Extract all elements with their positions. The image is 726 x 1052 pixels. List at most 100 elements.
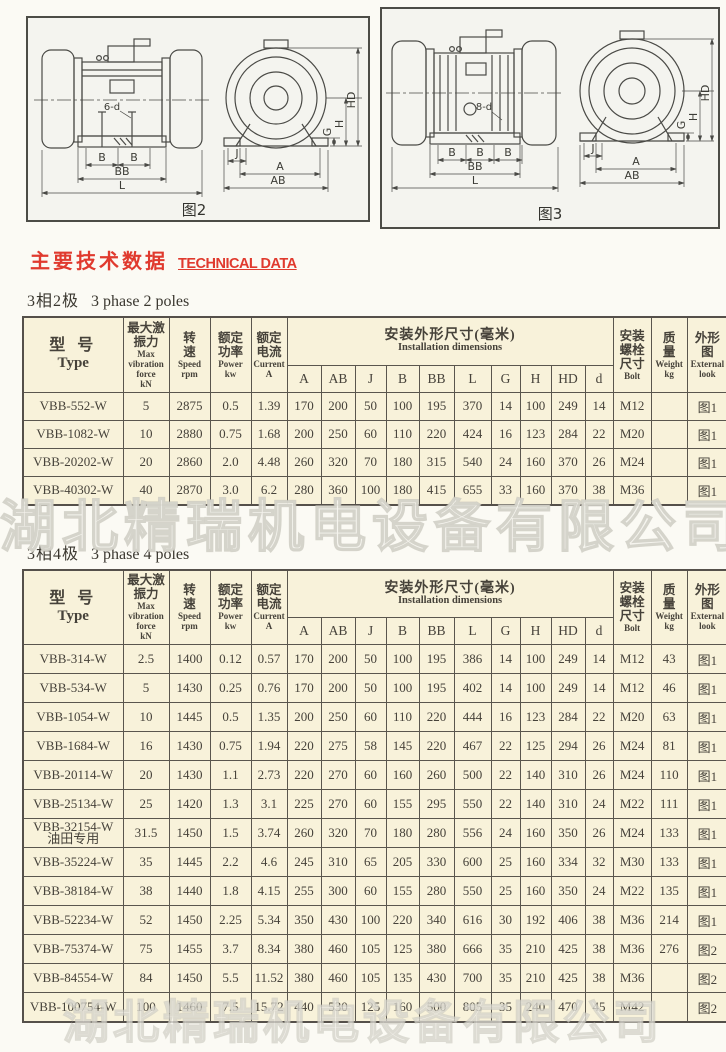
value-cell: 1.5 xyxy=(209,818,252,848)
value-cell: 300 xyxy=(320,876,356,906)
value-cell: 60 xyxy=(354,702,387,732)
value-cell: 100 xyxy=(385,673,420,703)
value-cell: 1.39 xyxy=(250,391,288,421)
col-header-type: 型 号 Type xyxy=(22,569,124,645)
value-cell: 260 xyxy=(418,760,455,790)
value-cell: 26 xyxy=(584,731,614,761)
value-cell: 700 xyxy=(453,963,492,993)
value-cell: 100 xyxy=(354,905,387,935)
value-cell: 370 xyxy=(453,391,492,421)
col-header-bolt: 安装 螺栓 尺寸 Bolt xyxy=(612,569,652,645)
value-cell: 60 xyxy=(354,760,387,790)
value-cell: 40 xyxy=(122,475,170,505)
table-row: VBB-1054-W 10 1445 0.5 1.35 200 250 60 110 220 444… xyxy=(22,702,726,732)
model-cell: VBB-1082-W xyxy=(22,419,124,449)
dim-col-header: G xyxy=(490,364,521,393)
value-cell: 63 xyxy=(650,702,688,732)
value-cell: 280 xyxy=(286,475,322,505)
value-cell: 图2 xyxy=(686,963,726,993)
value-cell: 1450 xyxy=(168,818,211,848)
value-cell: 386 xyxy=(453,644,492,674)
dim-col-header: HD xyxy=(550,364,586,393)
dim-col-header: L xyxy=(453,617,492,645)
value-cell: 5 xyxy=(122,391,170,421)
dim-col-header: L xyxy=(453,364,492,393)
value-cell: 38 xyxy=(584,475,614,505)
value-cell: 600 xyxy=(453,847,492,877)
value-cell: 350 xyxy=(286,905,322,935)
value-cell: 1.68 xyxy=(250,419,288,449)
dim-col-header: H xyxy=(519,617,552,645)
value-cell: 70 xyxy=(354,447,387,477)
value-cell: 81 xyxy=(650,731,688,761)
value-cell: 1.94 xyxy=(250,731,288,761)
value-cell: 310 xyxy=(550,789,586,819)
value-cell: 22 xyxy=(490,760,521,790)
dim-label-h: H xyxy=(687,113,700,121)
dim-col-header: G xyxy=(490,617,521,645)
value-cell: 1.8 xyxy=(209,876,252,906)
value-cell: 250 xyxy=(320,419,356,449)
value-cell: 0.76 xyxy=(250,673,288,703)
dim-col-header: BB xyxy=(418,364,455,393)
model-cell: VBB-32154-W 油田专用 xyxy=(22,818,124,848)
value-cell: 2.25 xyxy=(209,905,252,935)
value-cell: 260 xyxy=(286,447,322,477)
value-cell: 310 xyxy=(320,847,356,877)
value-cell: 133 xyxy=(650,818,688,848)
value-cell: 370 xyxy=(550,447,586,477)
dim-label-b: B xyxy=(98,151,106,164)
value-cell xyxy=(650,963,688,993)
value-cell: 123 xyxy=(519,419,552,449)
value-cell: 192 xyxy=(519,905,552,935)
figures-row: 6-d B B BB L xyxy=(0,0,726,229)
value-cell: 33 xyxy=(490,475,521,505)
value-cell: 125 xyxy=(519,731,552,761)
value-cell: 7.5 xyxy=(209,992,252,1023)
col-header-weight: 质 量 Weight kg xyxy=(650,316,688,393)
table-row: VBB-52234-W 52 1450 2.25 5.34 350 430 100 220 340… xyxy=(22,905,726,935)
value-cell: 35 xyxy=(122,847,170,877)
dim-label-h: H xyxy=(333,120,346,128)
value-cell: 3.1 xyxy=(250,789,288,819)
table-row: VBB-20114-W 20 1430 1.1 2.73 220 270 60 160 260 50… xyxy=(22,760,726,790)
value-cell: 320 xyxy=(320,447,356,477)
value-cell: 24 xyxy=(490,447,521,477)
col-header-power: 额定 功率 Power kw xyxy=(209,569,252,645)
value-cell: 65 xyxy=(354,847,387,877)
value-cell xyxy=(650,419,688,449)
dim-label-ab: AB xyxy=(270,174,285,187)
spec-table-4pole: 型 号 Type 最大激 振力 Max vibration force kN 转 速… xyxy=(22,568,726,1023)
value-cell: M24 xyxy=(612,760,652,790)
value-cell: 330 xyxy=(418,847,455,877)
value-cell: 图1 xyxy=(686,644,726,674)
value-cell: 60 xyxy=(354,876,387,906)
figure-3-drawing: 8-d B B B BB L xyxy=(386,29,715,223)
value-cell: M24 xyxy=(612,447,652,477)
value-cell: 460 xyxy=(320,963,356,993)
col-header-look: 外形 图 External look xyxy=(686,316,726,393)
value-cell: 图1 xyxy=(686,731,726,761)
value-cell: 8.34 xyxy=(250,934,288,964)
value-cell: 255 xyxy=(286,876,322,906)
value-cell: 70 xyxy=(354,818,387,848)
value-cell: 110 xyxy=(385,419,420,449)
value-cell: 25 xyxy=(490,876,521,906)
value-cell: 15.72 xyxy=(250,992,288,1023)
value-cell: 25 xyxy=(490,847,521,877)
value-cell: M36 xyxy=(612,963,652,993)
dim-label-b: B xyxy=(448,146,456,159)
value-cell: 1.3 xyxy=(209,789,252,819)
value-cell: M36 xyxy=(612,934,652,964)
value-cell: 1.1 xyxy=(209,760,252,790)
front-view xyxy=(223,39,329,149)
value-cell: 图1 xyxy=(686,419,726,449)
value-cell xyxy=(650,475,688,505)
value-cell: 1420 xyxy=(168,789,211,819)
value-cell: M22 xyxy=(612,876,652,906)
value-cell: 155 xyxy=(385,876,420,906)
value-cell: 170 xyxy=(286,391,322,421)
value-cell: 180 xyxy=(385,447,420,477)
value-cell: 424 xyxy=(453,419,492,449)
value-cell: 160 xyxy=(519,876,552,906)
